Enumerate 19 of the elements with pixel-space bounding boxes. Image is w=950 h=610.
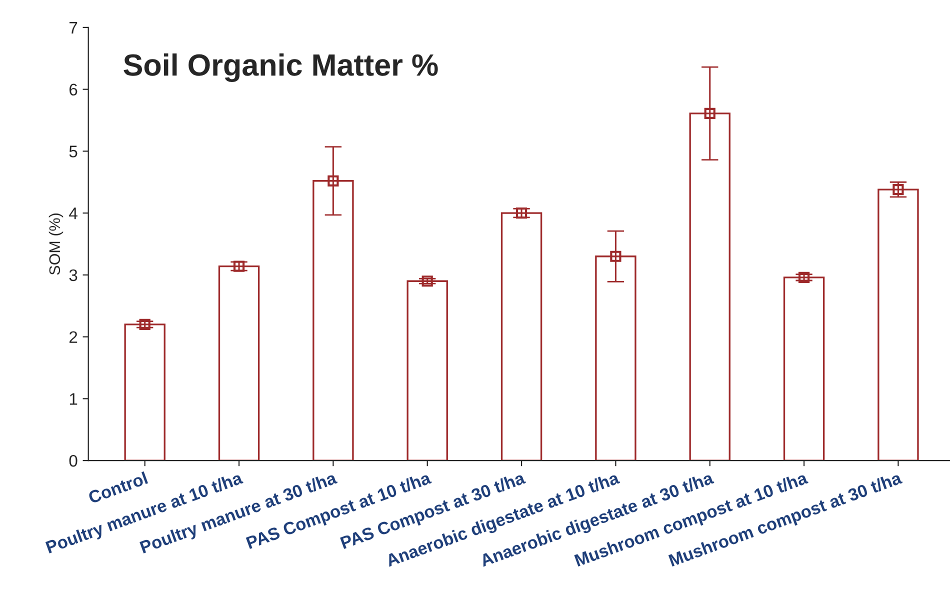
y-tick-label: 1 (70, 393, 78, 405)
y-tick-label: 7 (70, 22, 78, 34)
y-tick-label: 0 (69, 454, 78, 467)
y-tick-label: 6 (70, 84, 78, 96)
point (516, 208, 528, 219)
point (798, 272, 810, 283)
point (139, 318, 150, 330)
point (704, 108, 716, 120)
y-tick-label: 5 (69, 146, 78, 158)
point (422, 276, 433, 287)
y-tick-label: 3 (69, 269, 78, 282)
point (233, 260, 245, 272)
text: Soil Organic Matter % (124, 53, 438, 82)
point (892, 184, 904, 196)
y-tick-label: 4 (69, 208, 78, 220)
point (328, 175, 339, 186)
y-tick-label: 2 (70, 331, 78, 343)
y-axis-title: SOM (%) (48, 214, 64, 275)
point (610, 250, 622, 262)
